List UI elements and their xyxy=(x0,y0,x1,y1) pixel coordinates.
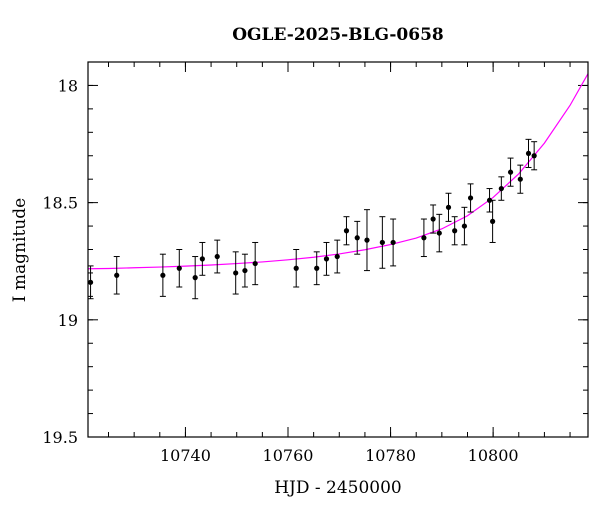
data-marker xyxy=(461,223,468,229)
data-point xyxy=(192,256,199,300)
x-tick-label: 10760 xyxy=(263,446,314,465)
data-point xyxy=(363,209,370,272)
data-point xyxy=(531,141,538,171)
x-tick-label: 10800 xyxy=(468,446,519,465)
data-marker xyxy=(452,228,458,234)
data-point xyxy=(113,256,120,295)
data-point xyxy=(241,253,248,288)
data-marker xyxy=(160,272,166,278)
data-points-layer xyxy=(87,138,538,300)
data-point xyxy=(451,216,458,246)
y-tick-label: 19.5 xyxy=(42,428,78,447)
data-marker xyxy=(445,204,452,210)
data-point xyxy=(159,253,166,297)
data-marker xyxy=(364,237,370,243)
data-marker xyxy=(242,267,248,274)
data-point xyxy=(379,216,386,269)
data-point xyxy=(334,239,341,274)
data-marker xyxy=(525,150,532,157)
data-marker xyxy=(176,265,182,271)
data-point xyxy=(461,206,468,246)
data-point xyxy=(525,138,532,168)
x-tick-label: 10780 xyxy=(365,446,416,465)
data-point xyxy=(420,218,427,258)
data-point xyxy=(323,241,330,276)
data-marker xyxy=(114,272,120,278)
x-axis-label: HJD - 2450000 xyxy=(274,478,402,498)
y-tick-label: 18.5 xyxy=(42,194,78,213)
data-marker xyxy=(498,185,504,192)
data-marker xyxy=(334,253,340,260)
data-marker xyxy=(379,239,385,246)
chart-title: OGLE-2025-BLG-0658 xyxy=(232,25,444,45)
data-marker xyxy=(390,239,396,246)
data-marker xyxy=(214,253,220,260)
data-marker xyxy=(436,230,442,236)
data-marker xyxy=(507,169,514,175)
data-point xyxy=(486,188,493,213)
data-point xyxy=(467,183,474,213)
data-point xyxy=(445,192,452,222)
data-point xyxy=(313,251,320,286)
data-point xyxy=(517,164,524,194)
data-marker xyxy=(252,260,258,267)
axis-ticks: 10740 10760 10780 10800 18 18.5 19 19.5 xyxy=(42,61,588,465)
data-marker xyxy=(323,256,330,262)
data-marker xyxy=(343,228,350,234)
data-point xyxy=(489,199,496,243)
data-marker xyxy=(87,279,94,285)
data-marker xyxy=(486,197,493,203)
data-marker xyxy=(467,195,474,201)
data-point xyxy=(199,241,206,276)
data-point xyxy=(436,213,443,253)
data-marker xyxy=(421,235,427,241)
data-point xyxy=(214,239,221,274)
data-marker xyxy=(199,256,205,262)
data-marker xyxy=(293,265,299,271)
data-point xyxy=(87,265,94,300)
data-point xyxy=(430,204,437,234)
data-marker xyxy=(314,265,320,271)
model-curve xyxy=(87,73,589,270)
model-curve-layer xyxy=(87,73,589,270)
data-point xyxy=(343,216,350,246)
data-marker xyxy=(430,216,436,222)
y-axis-label: I magnitude xyxy=(10,198,30,302)
plot-frame xyxy=(87,61,589,438)
data-point xyxy=(176,249,183,288)
x-tick-label: 10740 xyxy=(160,446,211,465)
data-marker xyxy=(531,153,537,159)
data-point xyxy=(232,251,239,295)
data-point xyxy=(354,220,361,255)
data-marker xyxy=(354,235,360,241)
data-marker xyxy=(517,176,523,182)
data-point xyxy=(507,157,514,187)
data-point xyxy=(390,218,397,267)
data-point xyxy=(293,249,300,288)
data-marker xyxy=(490,218,496,224)
data-point xyxy=(252,241,259,286)
y-tick-label: 19 xyxy=(58,311,78,330)
y-tick-label: 18 xyxy=(58,76,78,95)
data-marker xyxy=(192,275,198,281)
data-marker xyxy=(233,270,239,276)
data-point xyxy=(498,176,505,201)
